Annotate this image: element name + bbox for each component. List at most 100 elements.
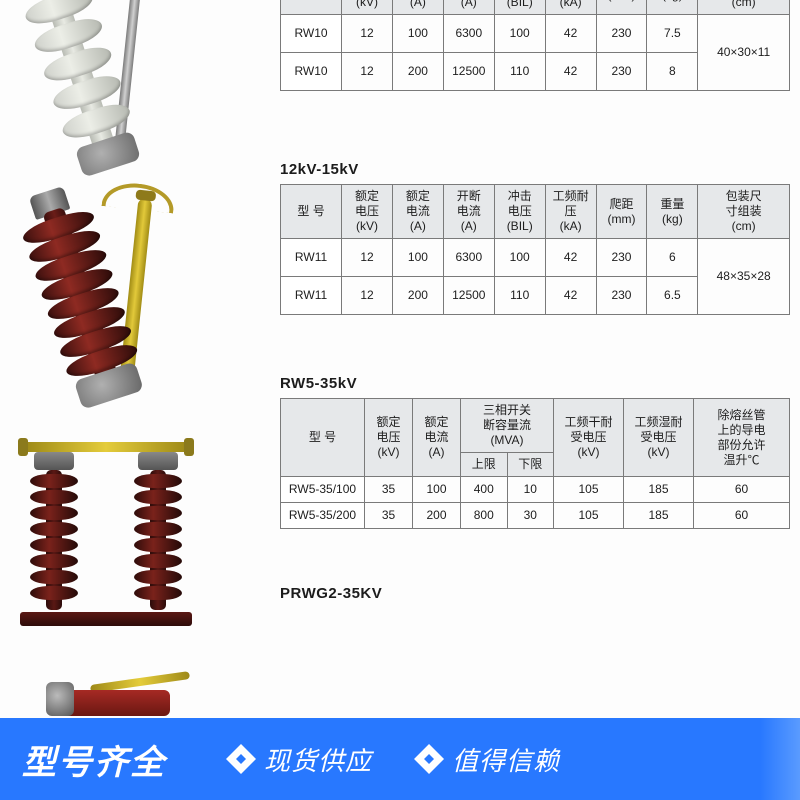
spec-tables: 型 号 额定电压(kV) 额定电流(A) 开断电流(A) 冲击电压(BIL) 工… <box>280 0 790 636</box>
cell: 400 <box>461 477 508 503</box>
cell: 60 <box>694 503 790 529</box>
cell: 12 <box>342 239 393 277</box>
th-creep: 爬距(mm) <box>596 185 647 239</box>
cell: 30 <box>507 503 554 529</box>
th-volt: 额定电压(kV) <box>365 399 413 477</box>
th-dry: 工频干耐受电压(kV) <box>554 399 624 477</box>
th-weight: 重量(kg) <box>647 0 698 15</box>
th-model: 型 号 <box>281 399 365 477</box>
cell: 200 <box>392 277 443 315</box>
cell: 42 <box>545 53 596 91</box>
cell: 100 <box>392 15 443 53</box>
th-model: 型 号 <box>281 0 342 15</box>
cell: 10 <box>507 477 554 503</box>
cell-model: RW10 <box>281 53 342 91</box>
section-title: 12kV-15kV <box>280 161 790 178</box>
th-pf: 工频耐压(kA) <box>545 185 596 239</box>
th-weight: 重量(kg) <box>647 185 698 239</box>
insulator-icon <box>18 0 137 157</box>
table-rw10: 型 号 额定电压(kV) 额定电流(A) 开断电流(A) 冲击电压(BIL) 工… <box>280 0 790 91</box>
cell-pack: 40×30×11 <box>698 15 790 91</box>
table-rw11: 型 号 额定电压(kV) 额定电流(A) 开断电流(A) 冲击电压(BIL) 工… <box>280 184 790 315</box>
th-temp: 除熔丝管上的导电部份允许温升℃ <box>694 399 790 477</box>
th-pack: 包装尺寸组装(cm) <box>698 185 790 239</box>
th-curr: 额定电流(A) <box>392 185 443 239</box>
cell: 185 <box>624 503 694 529</box>
cell-model: RW11 <box>281 277 342 315</box>
cell: 105 <box>554 477 624 503</box>
th-curr: 额定电流(A) <box>392 0 443 15</box>
promo-tag-label: 现货供应 <box>264 741 372 778</box>
cell: 110 <box>494 53 545 91</box>
th-break: 开断电流(A) <box>443 0 494 15</box>
cell: 8 <box>647 53 698 91</box>
insulator-icon <box>17 199 141 388</box>
cell: 185 <box>624 477 694 503</box>
section-title: PRWG2-35KV <box>280 585 790 602</box>
th-bil: 冲击电压(BIL) <box>494 185 545 239</box>
cell: 35 <box>365 503 413 529</box>
th-model: 型 号 <box>281 185 342 239</box>
promo-main: 型号齐全 <box>0 735 166 784</box>
cell: 6.5 <box>647 277 698 315</box>
section-prwg2: PRWG2-35KV <box>280 585 790 602</box>
cell: 6300 <box>443 15 494 53</box>
promo-tags: 现货供应 值得信赖 <box>226 741 560 778</box>
diamond-icon <box>414 744 444 774</box>
th-mva-lo: 下限 <box>507 453 554 477</box>
cell: 12 <box>342 53 393 91</box>
diamond-icon <box>226 744 256 774</box>
product-image-prwg2 <box>0 676 205 720</box>
cell-model: RW10 <box>281 15 342 53</box>
cell: 42 <box>545 277 596 315</box>
cell: 100 <box>494 15 545 53</box>
cell-pack: 48×35×28 <box>698 239 790 315</box>
table-rw5: 型 号 额定电压(kV) 额定电流(A) 三相开关断容量流(MVA) 工频干耐受… <box>280 398 790 529</box>
cell: 105 <box>554 503 624 529</box>
cell: 7.5 <box>647 15 698 53</box>
th-mva: 三相开关断容量流(MVA) <box>461 399 554 453</box>
cell: 6300 <box>443 239 494 277</box>
th-wet: 工频湿耐受电压(kV) <box>624 399 694 477</box>
cell-model: RW11 <box>281 239 342 277</box>
section-rw11: 12kV-15kV 型 号 额定电压(kV) 额定电流(A) 开断电流(A) 冲… <box>280 161 790 315</box>
cell: 100 <box>413 477 461 503</box>
cell: 6 <box>647 239 698 277</box>
th-curr: 额定电流(A) <box>413 399 461 477</box>
th-volt: 额定电压(kV) <box>342 185 393 239</box>
section-rw5: RW5-35kV 型 号 额定电压(kV) 额定电流(A) 三相开关断容量流(M… <box>280 375 790 529</box>
insulator-icon <box>134 470 182 610</box>
cell: 200 <box>413 503 461 529</box>
insulator-icon <box>30 470 78 610</box>
cell: 12500 <box>443 53 494 91</box>
cell: 35 <box>365 477 413 503</box>
cell: 230 <box>596 15 647 53</box>
cell: 800 <box>461 503 508 529</box>
cell: 230 <box>596 53 647 91</box>
cell: 110 <box>494 277 545 315</box>
promo-tag: 现货供应 <box>226 741 372 778</box>
section-rw10: 型 号 额定电压(kV) 额定电流(A) 开断电流(A) 冲击电压(BIL) 工… <box>280 0 790 91</box>
th-pf: 工频耐压(kA) <box>545 0 596 15</box>
th-creep: 爬距(mm) <box>596 0 647 15</box>
cell: 12500 <box>443 277 494 315</box>
th-volt: 额定电压(kV) <box>342 0 393 15</box>
th-pack: 包装尺寸组装(cm) <box>698 0 790 15</box>
cell: 230 <box>596 277 647 315</box>
th-bil: 冲击电压(BIL) <box>494 0 545 15</box>
table-row: RW11 12 100 6300 100 42 230 6 48×35×28 <box>281 239 790 277</box>
th-mva-hi: 上限 <box>461 453 508 477</box>
cell: 200 <box>392 53 443 91</box>
table-row: RW10 12 100 6300 100 42 230 7.5 40×30×11 <box>281 15 790 53</box>
crossbar-icon <box>22 442 190 452</box>
cell-model: RW5-35/200 <box>281 503 365 529</box>
cell: 12 <box>342 277 393 315</box>
cell: 230 <box>596 239 647 277</box>
section-title: RW5-35kV <box>280 375 790 392</box>
table-row: RW5-35/200 35 200 800 30 105 185 60 <box>281 503 790 529</box>
cell: 100 <box>494 239 545 277</box>
cell-model: RW5-35/100 <box>281 477 365 503</box>
th-break: 开断电流(A) <box>443 185 494 239</box>
cell: 42 <box>545 239 596 277</box>
product-image-rw10 <box>0 0 205 190</box>
